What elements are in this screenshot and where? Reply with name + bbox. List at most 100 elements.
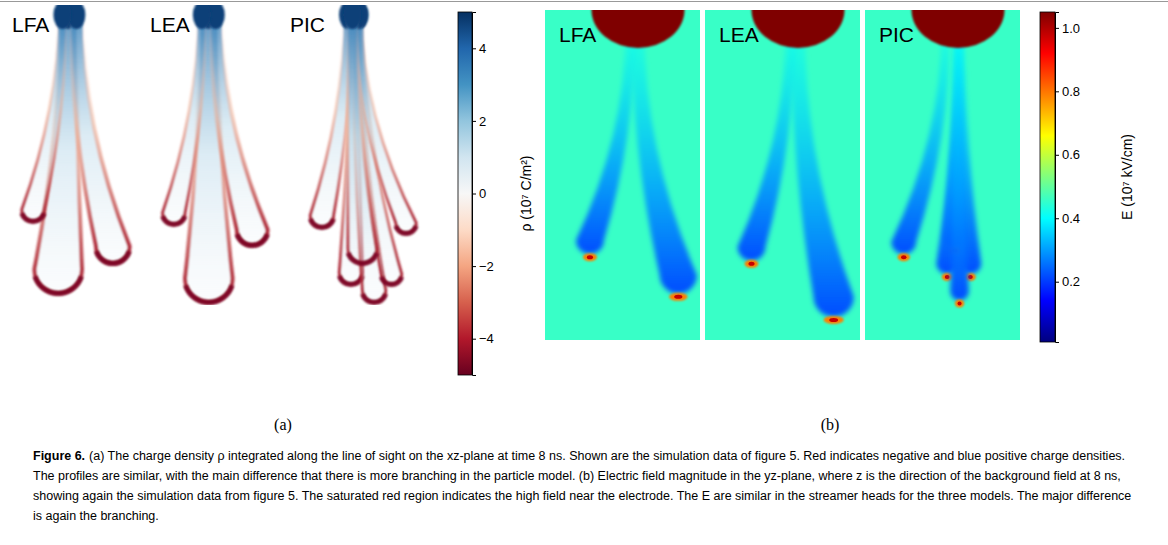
subfigure-label: (a) (274, 416, 292, 434)
streamer-head-field (583, 253, 597, 261)
colorbar-axis: −4 −2 0 2 4 (472, 13, 494, 376)
electrode-field (752, 10, 845, 48)
streamer-head (393, 225, 418, 236)
streamer-body (71, 9, 130, 263)
streamer-root (53, 5, 71, 29)
colorbar-tick-label: 0.8 (1062, 84, 1080, 99)
streamer-body (163, 9, 206, 224)
field-background (705, 10, 860, 340)
colorbar-title: E (10⁷ kV/cm) (1119, 134, 1135, 220)
colorbar-tick-label: 0.6 (1062, 147, 1080, 162)
caption-line: showing again the simulation data from f… (33, 489, 1131, 503)
colorbar-tick: 2 (472, 114, 486, 129)
streamer-head-core (748, 262, 754, 266)
colorbar-tick-mark (472, 48, 476, 49)
streamer-head-core (829, 318, 838, 322)
field-background (865, 10, 1020, 340)
streamer-head-core (674, 295, 682, 299)
streamer-head-core (945, 275, 950, 279)
colorbar-tick: −4 (472, 331, 494, 346)
subfigure-label: (b) (821, 416, 840, 434)
colorbar-tick-mark (472, 194, 476, 195)
streamer-head-field (824, 316, 844, 324)
streamer-head (183, 285, 234, 305)
caption-line: Figure 6. (a) The charge density ρ integr… (33, 449, 1125, 463)
image-panel (19, 5, 131, 296)
colorbar-tick-mark (1055, 282, 1059, 283)
colorbar-tick: 0.8 (1055, 84, 1080, 99)
image-panel (865, 10, 1020, 340)
image-panel (308, 5, 419, 305)
image-panel (705, 10, 860, 340)
streamer-head (94, 251, 132, 266)
colorbar-tick: 0.6 (1055, 147, 1080, 162)
colorbar-tick-label: 0.2 (1062, 274, 1080, 289)
electrode-field (592, 10, 685, 48)
colorbar-axis-line (1056, 13, 1060, 343)
colorbar-tick-mark (472, 266, 476, 267)
streamer-head (379, 276, 404, 287)
field-background (545, 10, 700, 340)
streamer-channel (631, 30, 696, 294)
colorbar-tick-mark (1055, 155, 1059, 156)
panel-title: LFA (559, 23, 596, 46)
streamer-channel (576, 30, 635, 254)
streamer-head (19, 213, 46, 224)
streamer-channel (738, 30, 796, 261)
streamer-head-core (968, 275, 973, 279)
colorbar-axis: 0.2 0.4 0.6 0.8 1.0 (1055, 13, 1080, 343)
panel-title: LFA (12, 13, 49, 36)
streamer-body (347, 9, 377, 263)
colorbar-tick: 1.0 (1055, 21, 1080, 36)
colorbar-tick: 4 (472, 41, 486, 56)
streamer-head-core (901, 255, 906, 259)
streamer-channel (891, 30, 950, 254)
streamer-head-field (898, 253, 910, 261)
colorbar-tick-mark (1055, 28, 1059, 29)
streamer-head-field (669, 293, 688, 301)
colorbar-tick-label: 0.4 (1062, 211, 1080, 226)
streamer-channel (791, 30, 854, 317)
streamer-head (235, 234, 270, 248)
colorbar-tick-label: 4 (479, 41, 486, 56)
caption-text: (a) The charge density ρ integrated alon… (89, 449, 1125, 463)
colorbar-tick: −2 (472, 259, 494, 274)
panel-title: LEA (150, 13, 190, 36)
streamer-root (343, 5, 361, 29)
streamer-head-field (745, 260, 759, 268)
panel-title: PIC (290, 13, 325, 36)
colorbar-tick-label: 1.0 (1062, 21, 1080, 36)
panel-title: LEA (719, 23, 759, 46)
colorbar-tick: 0 (472, 186, 486, 201)
colorbar-tick-label: 0 (479, 186, 486, 201)
caption-line: is again the branching. (33, 509, 159, 523)
colorbar-tick-mark (472, 121, 476, 122)
colorbar-axis-line (473, 13, 477, 376)
streamer-head-core (587, 255, 593, 259)
streamer-head-core (958, 301, 962, 305)
colorbar-tick-label: −2 (479, 259, 494, 274)
colorbar-tick-mark (1055, 218, 1059, 219)
panel-title: PIC (879, 23, 914, 46)
caption-label: Figure 6. (33, 449, 85, 463)
caption-line: The profiles are similar, with the main … (33, 469, 1121, 483)
streamer-head-field (955, 299, 964, 307)
electrode-field (912, 10, 1005, 48)
streamer-head (346, 252, 379, 266)
streamer-head (360, 293, 388, 305)
colorbar-tick: 0.2 (1055, 274, 1080, 289)
streamer-head (33, 276, 84, 296)
streamer-head (160, 216, 187, 227)
image-panel (545, 10, 700, 340)
streamer-head (308, 218, 336, 230)
colorbar-tick-mark (472, 339, 476, 340)
top-rule (0, 1, 1168, 2)
colorbar (458, 12, 472, 375)
colorbar-tick-label: −4 (479, 331, 494, 346)
colorbar (1040, 12, 1055, 342)
streamer-channel (950, 30, 969, 300)
colorbar-tick-mark (1055, 91, 1059, 92)
colorbar-title: ρ (10⁷ C/m²) (518, 155, 534, 231)
colorbar-tick: 0.4 (1055, 211, 1080, 226)
streamer-root (193, 5, 211, 29)
